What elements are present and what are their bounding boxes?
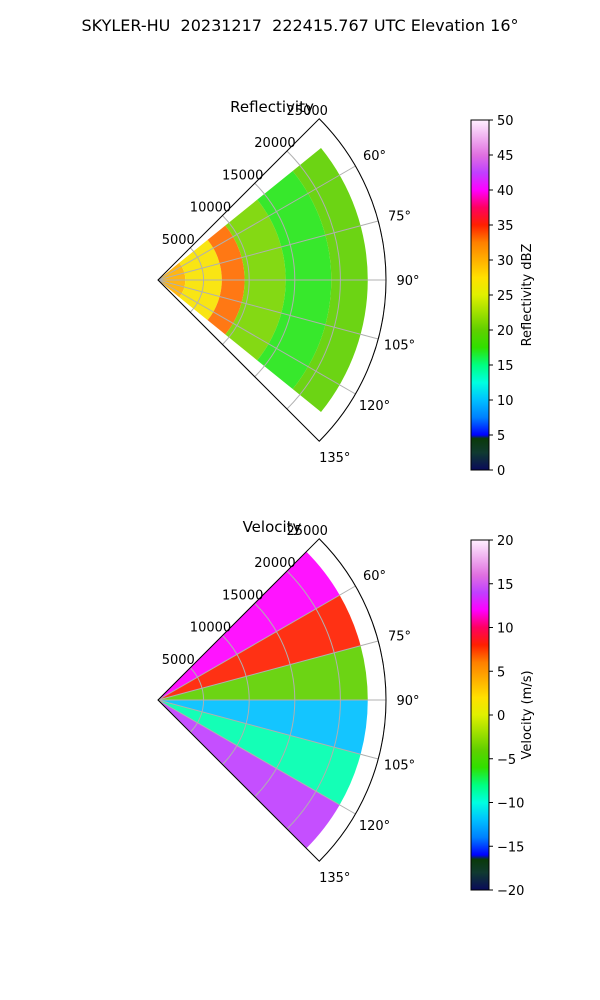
- azimuth-tick-label: 105°: [384, 759, 415, 774]
- velocity-chart: Velocity500010000150002000025000Meters60…: [157, 518, 535, 899]
- reflectivity-panel: Reflectivity500010000150002000025000Mete…: [0, 80, 600, 500]
- colorbar-tick-label: 25: [497, 289, 514, 304]
- radial-tick-label: 5000: [162, 653, 195, 668]
- colorbar-tick-label: −5: [497, 753, 516, 768]
- colorbar-tick-label: 35: [497, 219, 514, 234]
- reflectivity-zone: [292, 147, 368, 413]
- azimuth-tick-label: 135°: [319, 871, 350, 886]
- azimuth-tick-label: 120°: [359, 399, 390, 414]
- colorbar-tick-label: 40: [497, 184, 514, 199]
- radial-tick-label: 10000: [190, 201, 231, 216]
- colorbar-tick-label: 0: [497, 464, 505, 479]
- azimuth-tick-label: 75°: [388, 629, 411, 644]
- grid-spoke: [157, 279, 379, 340]
- radial-tick-label: 20000: [254, 556, 295, 571]
- velocity-sector: [158, 700, 340, 849]
- azimuth-tick-label: 75°: [388, 209, 411, 224]
- sector-outline: [157, 118, 387, 442]
- colorbar: −20 −15 −10 −5 0 5 10 15 20 Velocity (m/s): [470, 534, 535, 899]
- colorbar-scale: [470, 539, 490, 891]
- radial-tick-label: 15000: [222, 168, 263, 183]
- azimuth-tick-label: 120°: [359, 819, 390, 834]
- colorbar: 0 5 10 15 20 25 30 35 40 45 50 Reflectivity dBZ: [470, 114, 535, 479]
- radial-tick-label: 20000: [254, 136, 295, 151]
- colorbar-tick-label: 20: [497, 534, 514, 549]
- colorbar-tick-label: −10: [497, 797, 524, 812]
- velocity-sector: [158, 595, 361, 700]
- radial-tick-label: 15000: [222, 588, 263, 603]
- data-field: [158, 551, 368, 849]
- colorbar-tick-label: 20: [497, 324, 514, 339]
- grid-spoke: [157, 279, 356, 395]
- chart-title: Velocity: [243, 518, 302, 536]
- velocity-sector: [158, 551, 340, 700]
- colorbar-tick-label: −15: [497, 840, 524, 855]
- azimuth-tick-label: 60°: [363, 149, 386, 164]
- radial-tick-label: 10000: [190, 621, 231, 636]
- reflectivity-chart: Reflectivity500010000150002000025000Mete…: [157, 98, 535, 479]
- sector-outline: [157, 538, 387, 862]
- radial-tick-label: 5000: [162, 233, 195, 248]
- polar-grid: [157, 118, 387, 442]
- colorbar-label: Velocity (m/s): [520, 670, 535, 759]
- colorbar-tick-label: 10: [497, 394, 514, 409]
- colorbar-tick-label: 5: [497, 665, 505, 680]
- colorbar-tick-label: 50: [497, 114, 514, 129]
- colorbar-tick-label: 5: [497, 429, 505, 444]
- azimuth-tick-label: 105°: [384, 339, 415, 354]
- radial-tick-label: 25000: [287, 524, 328, 539]
- grid-spoke: [157, 220, 379, 281]
- radial-tick-label: 25000: [287, 104, 328, 119]
- azimuth-tick-label: 90°: [396, 274, 419, 289]
- colorbar-tick-label: 10: [497, 622, 514, 637]
- colorbar-tick-label: 15: [497, 359, 514, 374]
- colorbar-tick-label: −20: [497, 884, 524, 899]
- grid-spoke: [157, 585, 356, 701]
- azimuth-tick-label: 60°: [363, 569, 386, 584]
- grid-spoke: [157, 165, 356, 281]
- colorbar-scale: [470, 119, 490, 471]
- colorbar-label: Reflectivity dBZ: [520, 244, 535, 347]
- azimuth-tick-label: 90°: [396, 694, 419, 709]
- azimuth-tick-label: 135°: [319, 451, 350, 466]
- colorbar-tick-label: 0: [497, 709, 505, 724]
- grid-spoke: [157, 699, 379, 760]
- grid-spoke: [157, 699, 356, 815]
- grid-spoke: [157, 640, 379, 701]
- figure-title: SKYLER-HU 20231217 222415.767 UTC Elevat…: [81, 16, 519, 35]
- colorbar-tick-label: 15: [497, 578, 514, 593]
- velocity-sector: [158, 700, 361, 805]
- chart-title: Reflectivity: [230, 98, 314, 116]
- colorbar-tick-label: 30: [497, 254, 514, 269]
- velocity-panel: Velocity500010000150002000025000Meters60…: [0, 500, 600, 920]
- colorbar-tick-label: 45: [497, 149, 514, 164]
